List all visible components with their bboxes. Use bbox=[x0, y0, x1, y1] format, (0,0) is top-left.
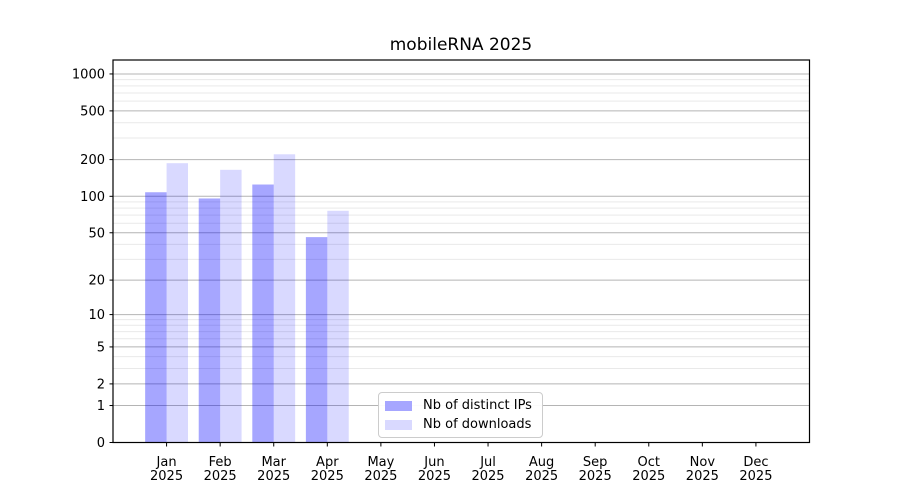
legend-label-downloads: Nb of downloads bbox=[423, 417, 532, 432]
y-tick-label: 2 bbox=[97, 377, 105, 392]
y-tick-label: 500 bbox=[80, 104, 105, 119]
y-tick-label: 10 bbox=[88, 308, 105, 323]
bars-group bbox=[145, 154, 349, 443]
bar-downloads-jan bbox=[166, 163, 189, 443]
x-tick-label: Aug 2025 bbox=[525, 455, 558, 484]
x-tick-label: Mar 2025 bbox=[257, 455, 290, 484]
legend-item-distinct-ips: Nb of distinct IPs bbox=[379, 396, 542, 415]
y-tick-label: 20 bbox=[88, 274, 105, 289]
x-tick-label: Nov 2025 bbox=[686, 455, 719, 484]
bar-ips-mar bbox=[252, 184, 274, 443]
major-gridlines bbox=[113, 73, 810, 407]
chart-title: mobileRNA 2025 bbox=[390, 35, 532, 55]
bar-ips-jan bbox=[145, 192, 167, 443]
legend-swatch-distinct-ips-icon bbox=[385, 400, 412, 411]
y-tick-label: 0 bbox=[97, 436, 105, 451]
x-tick-label: Jun 2025 bbox=[418, 455, 451, 484]
x-tick-label: Jul 2025 bbox=[471, 455, 504, 484]
x-axis-tick-labels: Jan 2025 Feb 2025 Mar 2025 Apr 2025 May 2025 Jun 20… bbox=[150, 455, 772, 484]
y-axis-tick-marks bbox=[109, 73, 113, 443]
legend-swatch-downloads-icon bbox=[385, 419, 412, 430]
y-tick-label: 1 bbox=[97, 399, 105, 414]
x-tick-label: Apr 2025 bbox=[311, 455, 344, 484]
x-tick-label: Feb 2025 bbox=[204, 455, 237, 484]
y-tick-label: 50 bbox=[88, 226, 105, 241]
y-tick-label: 100 bbox=[80, 190, 105, 205]
x-tick-label: Sep 2025 bbox=[579, 455, 612, 484]
x-tick-label: May 2025 bbox=[364, 455, 397, 484]
minor-gridlines bbox=[113, 79, 810, 370]
bar-downloads-feb bbox=[220, 169, 242, 443]
bar-downloads-mar bbox=[273, 154, 296, 443]
x-tick-label: Oct 2025 bbox=[632, 455, 665, 484]
y-tick-label: 5 bbox=[97, 340, 105, 355]
bar-downloads-apr bbox=[327, 210, 349, 443]
bar-ips-feb bbox=[198, 198, 221, 443]
bar-ips-apr bbox=[305, 237, 328, 443]
y-tick-label: 200 bbox=[80, 153, 105, 168]
legend-label-distinct-ips: Nb of distinct IPs bbox=[423, 398, 532, 413]
plot-border bbox=[112, 59, 811, 444]
legend: Nb of distinct IPs Nb of downloads bbox=[378, 392, 543, 438]
y-tick-label: 1000 bbox=[72, 67, 105, 82]
x-tick-label: Jan 2025 bbox=[150, 455, 183, 484]
x-tick-label: Dec 2025 bbox=[739, 455, 772, 484]
x-axis-tick-marks bbox=[166, 442, 757, 447]
legend-item-downloads: Nb of downloads bbox=[379, 415, 542, 434]
y-axis-tick-labels: 0 1 2 5 10 20 50 100 200 500 1000 bbox=[72, 67, 105, 451]
